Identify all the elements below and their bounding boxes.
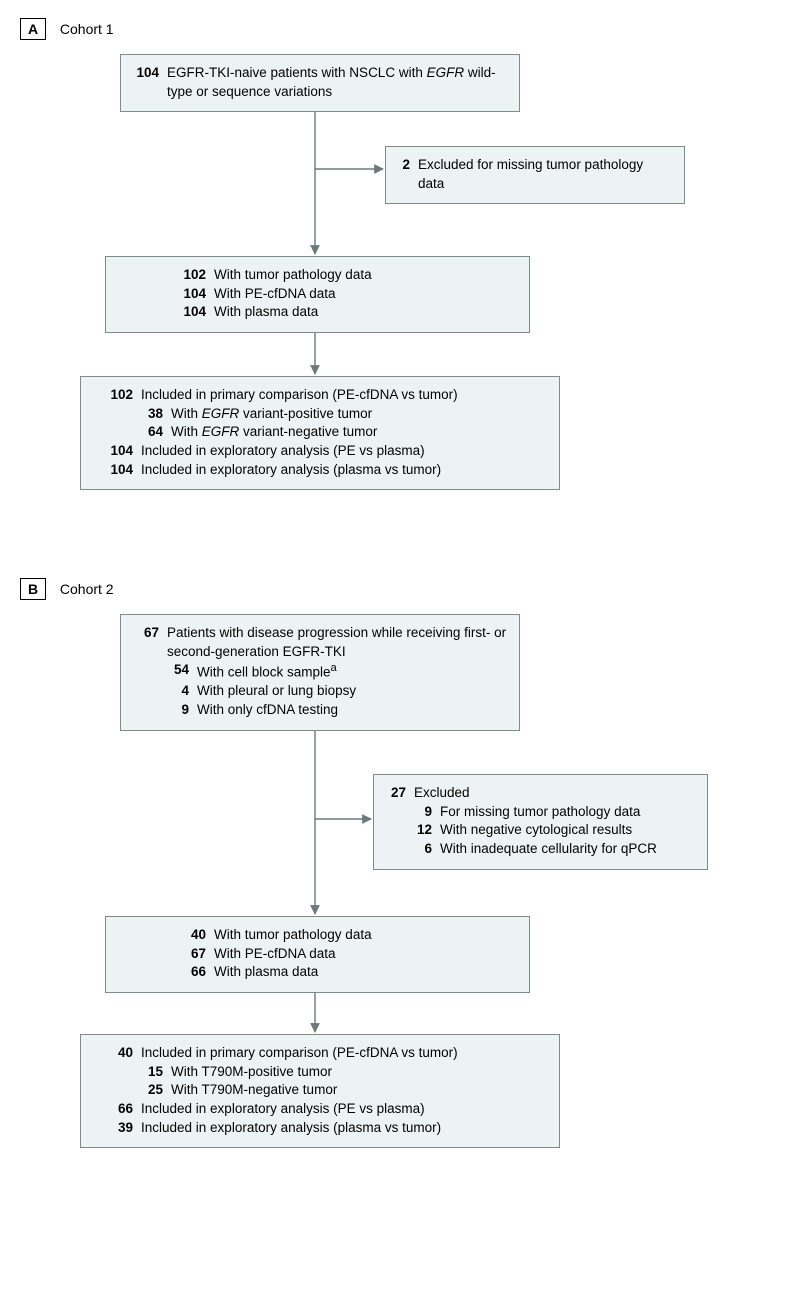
a-b3-l1a-text: With EGFR variant-positive tumor bbox=[171, 405, 547, 424]
b-box-analysis: 40Included in primary comparison (PE-cfD… bbox=[80, 1034, 560, 1148]
a-box-enroll: 104 EGFR-TKI-naive patients with NSCLC w… bbox=[120, 54, 520, 112]
panel-a-header: A Cohort 1 bbox=[20, 18, 778, 40]
b-b3-l1a-t: With T790M-positive tumor bbox=[171, 1063, 547, 1082]
b-b2-l3-n: 66 bbox=[118, 963, 214, 982]
cohort-1-diagram: 104 EGFR-TKI-naive patients with NSCLC w… bbox=[50, 54, 770, 544]
b-b3-l3-t: Included in exploratory analysis (plasma… bbox=[141, 1119, 547, 1138]
a-b3-l1-t: Included in primary comparison (PE-cfDNA… bbox=[141, 386, 547, 405]
b-b1-s2-n: 4 bbox=[133, 682, 197, 701]
a-b3-l1b-n: 64 bbox=[93, 423, 171, 442]
panel-a-title: Cohort 1 bbox=[58, 21, 114, 37]
b-b3-l3-n: 39 bbox=[93, 1119, 141, 1138]
a-box-excl: 2 Excluded for missing tumor pathology d… bbox=[385, 146, 685, 204]
b-b1-s1-t: With cell block sample bbox=[197, 665, 331, 680]
cohort-2-diagram: 67 Patients with disease progression whi… bbox=[50, 614, 770, 1204]
b-b1-s2-t: With pleural or lung biopsy bbox=[197, 682, 507, 701]
a-b2-l1-t: With tumor pathology data bbox=[214, 266, 517, 285]
b-excl-t: Excluded bbox=[414, 784, 695, 803]
cohort-1-panel: A Cohort 1 104 EGFR-TKI-naive patients w… bbox=[20, 18, 778, 544]
b-b1-s1-n: 54 bbox=[133, 661, 197, 682]
b-excl-s3-n: 6 bbox=[386, 840, 440, 859]
b-b2-l2-t: With PE-cfDNA data bbox=[214, 945, 517, 964]
b-box-enroll: 67 Patients with disease progression whi… bbox=[120, 614, 520, 731]
b-b1-s1-sup: a bbox=[331, 662, 337, 674]
a-b3-l2-n: 104 bbox=[93, 442, 141, 461]
b-excl-n: 27 bbox=[386, 784, 414, 803]
a-box1-n: 104 bbox=[133, 64, 167, 101]
a-excl-t: Excluded for missing tumor pathology dat… bbox=[418, 156, 672, 193]
b-excl-s1-n: 9 bbox=[386, 803, 440, 822]
b-box-data: 40With tumor pathology data 67With PE-cf… bbox=[105, 916, 530, 993]
b-b1-s3-n: 9 bbox=[133, 701, 197, 720]
a-b2-l3-t: With plasma data bbox=[214, 303, 517, 322]
b-excl-s2-t: With negative cytological results bbox=[440, 821, 695, 840]
b-excl-s3-t: With inadequate cellularity for qPCR bbox=[440, 840, 695, 859]
panel-b-tag: B bbox=[20, 578, 46, 600]
a-b2-l3-n: 104 bbox=[118, 303, 214, 322]
b-b2-l3-t: With plasma data bbox=[214, 963, 517, 982]
a-b2-l2-t: With PE-cfDNA data bbox=[214, 285, 517, 304]
b-excl-s2-n: 12 bbox=[386, 821, 440, 840]
panel-b-header: B Cohort 2 bbox=[20, 578, 778, 600]
a-b3-l3-t: Included in exploratory analysis (plasma… bbox=[141, 461, 547, 480]
b-b3-l1-t: Included in primary comparison (PE-cfDNA… bbox=[141, 1044, 547, 1063]
panel-a-tag: A bbox=[20, 18, 46, 40]
b-b2-l1-t: With tumor pathology data bbox=[214, 926, 517, 945]
b-b1-s3-t: With only cfDNA testing bbox=[197, 701, 507, 720]
b-b3-l2-t: Included in exploratory analysis (PE vs … bbox=[141, 1100, 547, 1119]
cohort-2-panel: B Cohort 2 67 Patients with disease prog… bbox=[20, 578, 778, 1204]
a-b3-l3-n: 104 bbox=[93, 461, 141, 480]
a-b2-l2-n: 104 bbox=[118, 285, 214, 304]
b-b3-l1-n: 40 bbox=[93, 1044, 141, 1063]
b-b1-s1-text: With cell block samplea bbox=[197, 661, 507, 682]
a-box-data: 102With tumor pathology data 104With PE-… bbox=[105, 256, 530, 333]
b-b3-l2-n: 66 bbox=[93, 1100, 141, 1119]
a-b3-l1a-n: 38 bbox=[93, 405, 171, 424]
a-box-analysis: 102Included in primary comparison (PE-cf… bbox=[80, 376, 560, 490]
b-b2-l1-n: 40 bbox=[118, 926, 214, 945]
b-box-excl: 27Excluded 9For missing tumor pathology … bbox=[373, 774, 708, 870]
a-b3-l1b-text: With EGFR variant-negative tumor bbox=[171, 423, 547, 442]
b-box1-t: Patients with disease progression while … bbox=[167, 624, 507, 661]
a-b3-l1-n: 102 bbox=[93, 386, 141, 405]
b-b3-l1b-n: 25 bbox=[93, 1081, 171, 1100]
b-excl-s1-t: For missing tumor pathology data bbox=[440, 803, 695, 822]
a-box1-text: EGFR-TKI-naive patients with NSCLC with … bbox=[167, 64, 507, 101]
b-b3-l1b-t: With T790M-negative tumor bbox=[171, 1081, 547, 1100]
b-b3-l1a-n: 15 bbox=[93, 1063, 171, 1082]
b-b2-l2-n: 67 bbox=[118, 945, 214, 964]
a-b2-l1-n: 102 bbox=[118, 266, 214, 285]
b-box1-n: 67 bbox=[133, 624, 167, 661]
a-excl-n: 2 bbox=[398, 156, 418, 193]
a-b3-l2-t: Included in exploratory analysis (PE vs … bbox=[141, 442, 547, 461]
panel-b-title: Cohort 2 bbox=[58, 581, 114, 597]
